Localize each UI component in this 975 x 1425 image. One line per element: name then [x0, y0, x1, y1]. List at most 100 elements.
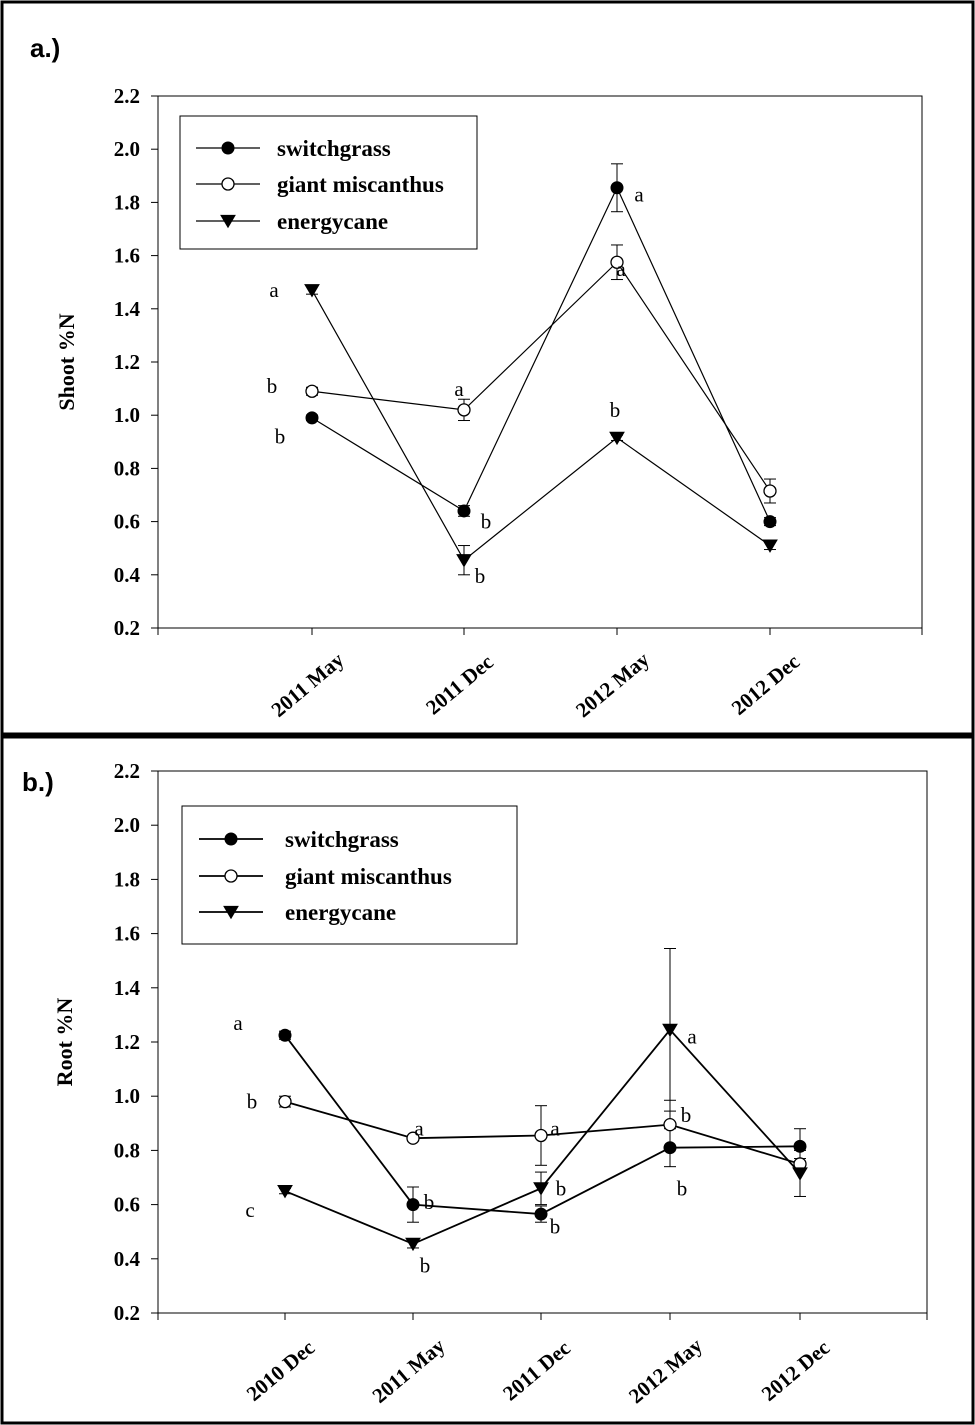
data-point-energycane	[405, 1237, 421, 1252]
panel-label: b.)	[22, 767, 54, 797]
series-line-switchgrass	[311, 186, 771, 522]
x-tick-label: 2012 Dec	[727, 649, 805, 719]
y-tick-label: 1.2	[114, 1030, 140, 1054]
y-tick-label: 0.6	[114, 510, 140, 534]
y-tick-label: 1.6	[114, 244, 140, 268]
legend-marker	[220, 214, 236, 229]
chart-panel-b: b.) 0.2 0.4 0.6 0.8 1.0 1.2 1.4 1.6 1.8 2.0 2.2 Root…	[0, 735, 975, 1425]
y-tick-label: 2.2	[114, 759, 140, 783]
data-point-switchgrass	[610, 181, 624, 195]
y-tick-label: 0.8	[114, 1138, 140, 1162]
x-tick-label: 2011 Dec	[498, 1336, 575, 1406]
data-point-giant-miscanthus	[457, 403, 471, 417]
data-point-energycane	[762, 539, 778, 553]
data-point-giant-miscanthus	[534, 1128, 548, 1143]
panel-frame	[0, 0, 975, 736]
significance-letter: b	[275, 424, 286, 448]
significance-letter: a	[550, 1117, 560, 1141]
data-point-switchgrass	[305, 411, 319, 425]
significance-letter: a	[414, 1117, 424, 1141]
series-line-giant-miscanthus	[311, 261, 771, 492]
data-point-giant-miscanthus	[406, 1131, 420, 1145]
legend-label: switchgrass	[277, 136, 391, 161]
y-tick-label: 0.8	[114, 456, 140, 480]
significance-letter: a	[616, 257, 626, 281]
significance-letter: a	[269, 278, 279, 302]
y-tick-label: 0.4	[114, 1247, 141, 1271]
panel-label: a.)	[30, 33, 60, 63]
data-point-switchgrass	[534, 1207, 548, 1221]
data-point-energycane	[609, 431, 625, 446]
significance-letter: c	[245, 1198, 254, 1222]
data-point-switchgrass	[663, 1141, 677, 1155]
significance-letter: a	[454, 377, 464, 401]
data-point-giant-miscanthus	[610, 255, 624, 269]
significance-letter: b	[420, 1254, 431, 1278]
y-tick-label: 1.0	[114, 403, 140, 427]
data-point-energycane	[533, 1182, 549, 1196]
data-point-switchgrass	[793, 1139, 807, 1153]
y-tick-label: 1.4	[114, 297, 141, 321]
data-point-energycane	[456, 554, 472, 568]
legend-box	[181, 805, 518, 945]
x-tick-label: 2011 May	[367, 1333, 449, 1408]
x-tick-label: 2011 Dec	[421, 650, 498, 720]
y-tick-label: 1.0	[114, 1084, 140, 1108]
x-tick-label: 2010 Dec	[242, 1335, 320, 1405]
legend-label: energycane	[277, 209, 388, 234]
y-tick-label: 1.2	[114, 350, 140, 374]
y-tick-label: 0.2	[114, 616, 140, 640]
y-tick-label: 2.0	[114, 813, 140, 837]
legend-label: giant miscanthus	[285, 864, 452, 889]
data-point-energycane	[792, 1167, 808, 1181]
y-tick-label: 1.8	[114, 190, 140, 214]
panel-frame	[0, 735, 975, 1425]
data-point-giant-miscanthus	[663, 1118, 677, 1132]
significance-letter: b	[677, 1176, 688, 1200]
y-tick-label: 0.2	[114, 1301, 140, 1325]
data-point-switchgrass	[457, 504, 471, 518]
legend-marker	[224, 832, 238, 846]
legend-marker	[221, 177, 235, 191]
significance-letter: b	[481, 510, 492, 534]
significance-letter: b	[556, 1176, 567, 1200]
significance-letter: a	[233, 1011, 243, 1035]
y-tick-label: 0.4	[114, 563, 141, 587]
legend-marker	[224, 869, 238, 883]
y-tick-label: 2.0	[114, 137, 140, 161]
significance-letter: a	[687, 1025, 697, 1049]
significance-letter: b	[247, 1090, 258, 1114]
data-point-switchgrass	[763, 515, 777, 529]
y-axis-label: Shoot %N	[54, 313, 79, 410]
y-tick-label: 1.6	[114, 922, 140, 946]
data-point-switchgrass	[278, 1028, 292, 1042]
data-point-giant-miscanthus	[305, 384, 319, 398]
chart-panel-a: a.) 0.2 0.4 0.6 0.8 1.0 1.2 1.4 1.6 1.8 2.0 2.2 Shoo…	[0, 0, 975, 736]
y-tick-label: 2.2	[114, 84, 140, 108]
data-point-giant-miscanthus	[763, 484, 777, 498]
data-point-energycane	[277, 1184, 293, 1199]
data-point-energycane	[662, 1023, 678, 1038]
x-tick-label: 2011 May	[266, 647, 348, 722]
legend-label: switchgrass	[285, 827, 399, 852]
significance-letter: a	[634, 182, 644, 206]
significance-letter: b	[424, 1190, 435, 1214]
y-tick-label: 1.4	[114, 976, 141, 1000]
legend: switchgrass giant miscanthus energycane	[179, 115, 478, 250]
y-tick-label: 1.8	[114, 867, 140, 891]
data-point-giant-miscanthus	[278, 1094, 292, 1109]
significance-letter: b	[475, 564, 486, 588]
data-point-energycane	[304, 284, 320, 298]
significance-letter: b	[681, 1103, 692, 1127]
legend-label: energycane	[285, 900, 396, 925]
legend-marker	[223, 905, 239, 920]
legend-marker	[221, 141, 235, 155]
x-tick-label: 2012 Dec	[757, 1335, 835, 1405]
y-axis-label: Root %N	[52, 998, 77, 1087]
legend-label: giant miscanthus	[277, 172, 444, 197]
significance-letter: b	[267, 374, 278, 398]
series-line-energycane	[311, 289, 771, 562]
data-point-switchgrass	[406, 1198, 420, 1212]
